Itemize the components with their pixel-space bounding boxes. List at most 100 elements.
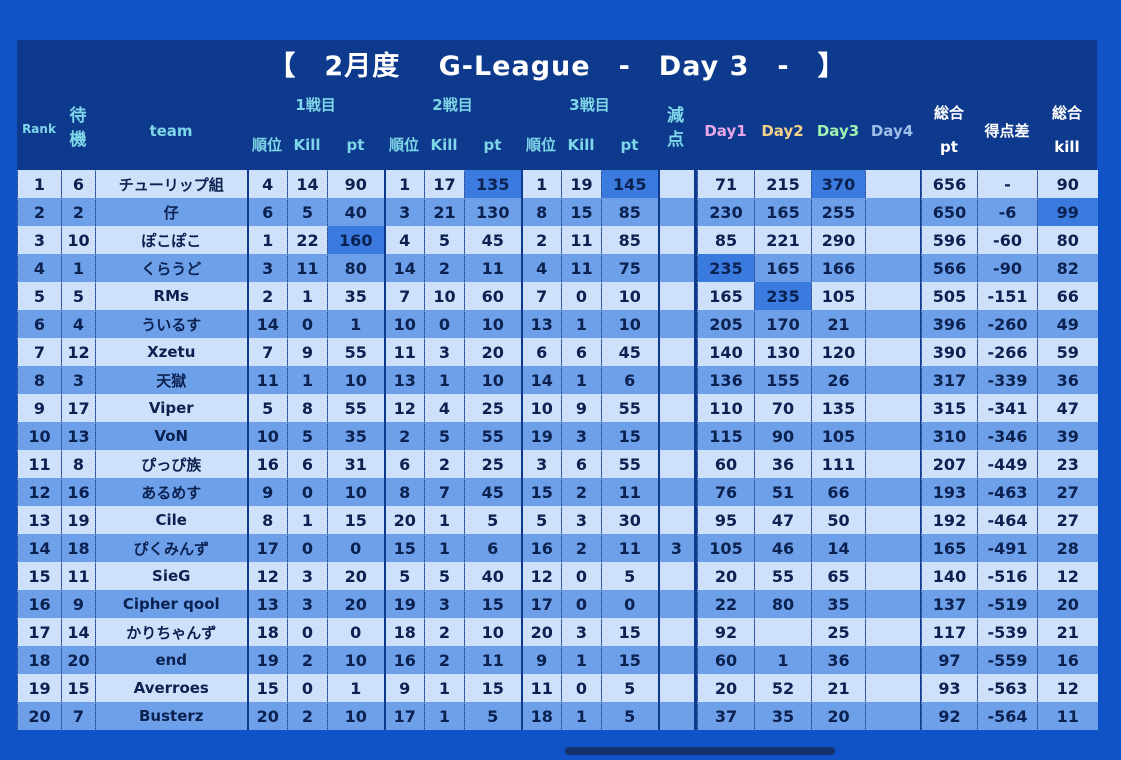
- header-wait-text: 待機: [69, 106, 87, 150]
- cell-day1: 37: [697, 702, 755, 730]
- column-gap: [693, 394, 698, 422]
- cell-team: Xzetu: [95, 338, 248, 366]
- cell-day4: [865, 282, 920, 310]
- cell-r2-kill: 1: [424, 366, 465, 394]
- cell-r3-kill: 0: [561, 674, 602, 702]
- table-row: 12 16 あるめす 9 0 10 8 7 45 15 2 11 76 51 66 193 -463 27: [17, 478, 1098, 506]
- cell-diff: -60: [977, 226, 1038, 254]
- cell-r3-place: 9: [520, 646, 562, 674]
- horizontal-scrollbar[interactable]: [565, 747, 835, 755]
- cell-wait: 18: [61, 534, 96, 562]
- cell-team: end: [95, 646, 248, 674]
- cell-team: ぴっぴ族: [95, 450, 248, 478]
- cell-penalty: [657, 674, 694, 702]
- cell-r3-kill: 6: [561, 338, 602, 366]
- cell-r1-pt: 55: [327, 394, 385, 422]
- cell-total-pt: 315: [921, 394, 978, 422]
- cell-r1-kill: 0: [287, 674, 328, 702]
- cell-r1-kill: 5: [287, 198, 328, 226]
- cell-r2-pt: 20: [464, 338, 522, 366]
- cell-team: 仔: [95, 198, 248, 226]
- cell-r2-kill: 5: [424, 226, 465, 254]
- cell-penalty: [657, 450, 694, 478]
- cell-r1-kill: 11: [287, 254, 328, 282]
- cell-r2-pt: 15: [464, 590, 522, 618]
- cell-total-pt: 117: [921, 618, 978, 646]
- cell-r1-pt: 55: [327, 338, 385, 366]
- cell-wait: 6: [61, 170, 96, 198]
- cell-r2-kill: 3: [424, 338, 465, 366]
- cell-r3-place: 16: [520, 534, 562, 562]
- cell-day2: [754, 618, 812, 646]
- cell-day4: [865, 618, 920, 646]
- table-row: 8 3 天獄 11 1 10 13 1 10 14 1 6 136 155 26 317 -339 36: [17, 366, 1098, 394]
- header-rank: Rank: [22, 122, 56, 136]
- column-gap: [693, 618, 698, 646]
- cell-total-pt: 165: [921, 534, 978, 562]
- cell-r2-kill: 17: [424, 170, 465, 198]
- cell-r1-pt: 0: [327, 618, 385, 646]
- column-gap: [693, 702, 698, 730]
- cell-r2-pt: 25: [464, 450, 522, 478]
- cell-penalty: [657, 590, 694, 618]
- cell-team: ぽこぽこ: [95, 226, 248, 254]
- cell-day3: 111: [811, 450, 866, 478]
- column-gap: [693, 562, 698, 590]
- cell-day1: 20: [697, 562, 755, 590]
- header-round3: 3戦目: [569, 96, 610, 114]
- cell-total-kill: 59: [1037, 338, 1098, 366]
- cell-day2: 70: [754, 394, 812, 422]
- cell-diff: -516: [977, 562, 1038, 590]
- cell-rank: 10: [17, 422, 62, 450]
- cell-r1-pt: 80: [327, 254, 385, 282]
- cell-diff: -559: [977, 646, 1038, 674]
- header-team: team: [149, 122, 193, 140]
- column-gap: [693, 226, 698, 254]
- cell-day3: 35: [811, 590, 866, 618]
- cell-day4: [865, 590, 920, 618]
- cell-team: VoN: [95, 422, 248, 450]
- cell-rank: 14: [17, 534, 62, 562]
- cell-r2-pt: 55: [464, 422, 522, 450]
- cell-r3-kill: 2: [561, 534, 602, 562]
- cell-total-pt: 310: [921, 422, 978, 450]
- cell-rank: 11: [17, 450, 62, 478]
- cell-wait: 17: [61, 394, 96, 422]
- cell-day2: 46: [754, 534, 812, 562]
- cell-r3-kill: 1: [561, 646, 602, 674]
- table-row: 5 5 RMs 2 1 35 7 10 60 7 0 10 165 235 105 505 -151 66: [17, 282, 1098, 310]
- table-row: 2 2 仔 6 5 40 3 21 130 8 15 85 230 165 255 650 -6 99: [17, 198, 1098, 226]
- cell-penalty: [657, 478, 694, 506]
- cell-day3: 21: [811, 674, 866, 702]
- cell-r3-place: 13: [520, 310, 562, 338]
- cell-diff: -90: [977, 254, 1038, 282]
- cell-day1: 105: [697, 534, 755, 562]
- cell-total-pt: 92: [921, 702, 978, 730]
- cell-r2-kill: 21: [424, 198, 465, 226]
- cell-day1: 136: [697, 366, 755, 394]
- cell-day3: 105: [811, 422, 866, 450]
- cell-day4: [865, 450, 920, 478]
- cell-r1-pt: 1: [327, 674, 385, 702]
- cell-day3: 255: [811, 198, 866, 226]
- cell-r1-place: 20: [246, 702, 288, 730]
- table-row: 4 1 くらうど 3 11 80 14 2 11 4 11 75 235 165 166 566 -90 82: [17, 254, 1098, 282]
- cell-day1: 235: [697, 254, 755, 282]
- header-r2-kill: Kill: [430, 136, 458, 154]
- cell-wait: 20: [61, 646, 96, 674]
- column-gap: [919, 310, 922, 338]
- cell-r2-place: 10: [383, 310, 425, 338]
- cell-day4: [865, 674, 920, 702]
- cell-total-kill: 11: [1037, 702, 1098, 730]
- cell-r3-place: 7: [520, 282, 562, 310]
- cell-r3-kill: 3: [561, 506, 602, 534]
- column-gap: [693, 198, 698, 226]
- cell-r3-pt: 15: [601, 618, 659, 646]
- header-r1-pt: pt: [346, 136, 365, 154]
- cell-r2-pt: 11: [464, 646, 522, 674]
- column-gap: [919, 394, 922, 422]
- cell-diff: -519: [977, 590, 1038, 618]
- cell-day2: 221: [754, 226, 812, 254]
- cell-rank: 6: [17, 310, 62, 338]
- cell-r2-place: 7: [383, 282, 425, 310]
